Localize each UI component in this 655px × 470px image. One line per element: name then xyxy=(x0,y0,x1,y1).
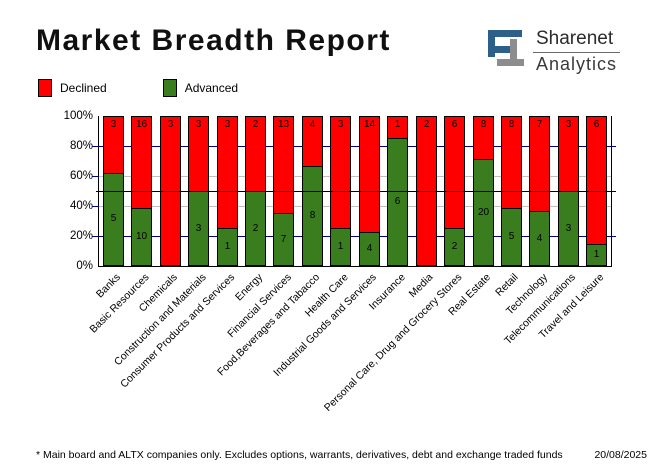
gridline-40 xyxy=(99,206,611,207)
declined-value-label: 6 xyxy=(451,119,458,130)
y-tick-60 xyxy=(92,176,99,177)
page-title: Market Breadth Report xyxy=(36,24,391,57)
fifty-percent-line xyxy=(96,191,616,192)
advanced-value-label: 2 xyxy=(252,222,259,234)
gridline-60 xyxy=(99,176,611,177)
declined-value-label: 3 xyxy=(110,119,117,130)
advanced-value-label: 5 xyxy=(508,231,515,243)
advanced-value-label: 3 xyxy=(195,222,202,234)
declined-value-label: 3 xyxy=(167,119,174,130)
declined-value-label: 2 xyxy=(252,119,259,130)
advanced-segment: 1 xyxy=(331,228,350,265)
y-tick-80 xyxy=(92,146,99,147)
advanced-segment: 4 xyxy=(360,232,379,265)
declined-value-label: 8 xyxy=(508,119,515,130)
advanced-value-label: 4 xyxy=(366,243,373,255)
sharenet-logo: Sharenet Analytics xyxy=(487,29,621,75)
declined-value-label: 14 xyxy=(363,119,376,130)
sharenet-logo-icon xyxy=(488,30,524,66)
declined-value-label: 7 xyxy=(536,119,543,130)
advanced-segment: 8 xyxy=(303,166,322,265)
declined-value-label: 3 xyxy=(337,119,344,130)
y-axis-label-100: 100% xyxy=(63,110,93,122)
declined-value-label: 8 xyxy=(480,119,487,130)
chart-legend: Declined Advanced xyxy=(38,79,238,97)
declined-value-label: 13 xyxy=(277,119,290,130)
advanced-segment: 1 xyxy=(587,243,606,265)
advanced-value-label: 1 xyxy=(224,241,231,252)
advanced-value-label: 1 xyxy=(593,248,600,260)
y-axis-label-20: 20% xyxy=(69,230,93,242)
declined-value-label: 16 xyxy=(135,119,148,130)
declined-value-label: 3 xyxy=(195,119,202,130)
declined-value-label: 3 xyxy=(565,119,572,130)
declined-value-label: 1 xyxy=(394,119,401,130)
advanced-value-label: 4 xyxy=(536,232,543,244)
y-axis-label-40: 40% xyxy=(69,200,93,212)
gridline-20 xyxy=(99,236,611,237)
y-axis-label-80: 80% xyxy=(69,140,93,152)
declined-legend-label: Declined xyxy=(60,81,107,95)
footnote: * Main board and ALTX companies only. Ex… xyxy=(36,449,647,461)
y-axis-label-60: 60% xyxy=(69,170,93,182)
advanced-segment: 2 xyxy=(445,228,464,265)
advanced-legend-swatch xyxy=(162,79,177,97)
declined-value-label: 4 xyxy=(309,119,316,130)
gridline-80 xyxy=(99,146,611,147)
advanced-value-label: 7 xyxy=(280,233,287,245)
logo-sub: Analytics xyxy=(536,53,618,74)
advanced-value-label: 6 xyxy=(394,196,401,208)
plot-area: 3 5 16 10 3 3 3 3 1 2 2 13 7 4 8 3 1 14 4 1 6 2 6 2 8 20 8 5 7 4 3 3 6 1 xyxy=(92,116,616,267)
y-axis-label-0: 0% xyxy=(76,260,93,272)
advanced-segment: 5 xyxy=(104,172,123,265)
logo-text: Sharenet Analytics xyxy=(533,29,621,75)
advanced-segment: 2 xyxy=(246,191,265,265)
advanced-value-label: 3 xyxy=(565,222,572,234)
advanced-value-label: 10 xyxy=(135,231,148,243)
footnote-text: * Main board and ALTX companies only. Ex… xyxy=(36,449,563,461)
advanced-segment: 10 xyxy=(132,208,151,265)
advanced-segment: 3 xyxy=(189,191,208,265)
y-tick-right-20 xyxy=(611,236,616,237)
advanced-segment: 3 xyxy=(559,191,578,265)
logo-brand: Sharenet xyxy=(533,29,621,53)
declined-value-label: 6 xyxy=(593,119,600,130)
declined-value-label: 2 xyxy=(423,119,430,130)
advanced-segment: 5 xyxy=(502,208,521,265)
advanced-segment: 1 xyxy=(218,228,237,265)
footnote-date: 20/08/2025 xyxy=(594,449,647,461)
advanced-legend-label: Advanced xyxy=(184,81,239,95)
advanced-value-label: 8 xyxy=(309,210,316,222)
advanced-segment: 7 xyxy=(274,213,293,265)
advanced-segment: 20 xyxy=(474,159,493,265)
y-tick-20 xyxy=(92,236,99,237)
y-tick-40 xyxy=(92,206,99,207)
advanced-segment: 4 xyxy=(530,211,549,265)
declined-legend-swatch xyxy=(38,79,52,97)
advanced-value-label: 20 xyxy=(477,206,490,218)
advanced-segment: 6 xyxy=(388,138,407,265)
declined-value-label: 3 xyxy=(224,119,231,130)
advanced-value-label: 5 xyxy=(110,213,117,225)
advanced-value-label: 2 xyxy=(451,241,458,252)
advanced-value-label: 1 xyxy=(337,241,344,252)
y-tick-right-80 xyxy=(611,146,616,147)
